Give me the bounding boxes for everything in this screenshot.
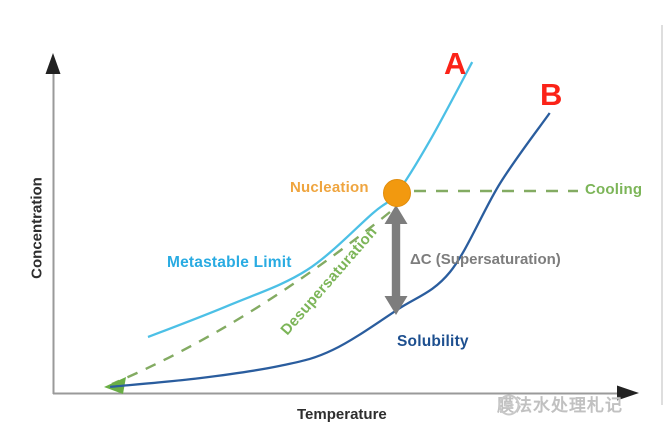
delta-c-label: ΔC (Supersaturation)	[410, 251, 561, 268]
watermark: 膜法水处理札记	[497, 391, 623, 416]
x-axis-arrowhead-icon	[617, 385, 639, 401]
delta-c-arrow-up-head-icon	[384, 205, 408, 224]
solubility-curve	[109, 112, 551, 389]
x-axis-title: Temperature	[297, 406, 387, 423]
nucleation-point	[383, 179, 411, 207]
nucleation-label: Nucleation	[290, 179, 369, 196]
delta-c-arrow-down-head-icon	[384, 296, 408, 315]
y-axis-title: Concentration	[28, 177, 46, 279]
watermark-logo-icon	[498, 394, 520, 416]
solubility-label: Solubility	[397, 333, 469, 350]
curve-a-label: A	[444, 46, 467, 81]
delta-c-arrow-shaft	[391, 222, 401, 298]
metastable-limit-label: Metastable Limit	[167, 254, 292, 271]
metastable-limit-curve	[147, 61, 474, 339]
desupersaturation-dashed-line	[111, 211, 391, 386]
watermark-text: 膜法水处理札记	[497, 396, 623, 415]
y-axis-arrowhead-icon	[45, 53, 61, 74]
page-right-border	[661, 25, 663, 405]
curve-b-label: B	[540, 77, 563, 112]
cooling-label: Cooling	[585, 181, 643, 198]
